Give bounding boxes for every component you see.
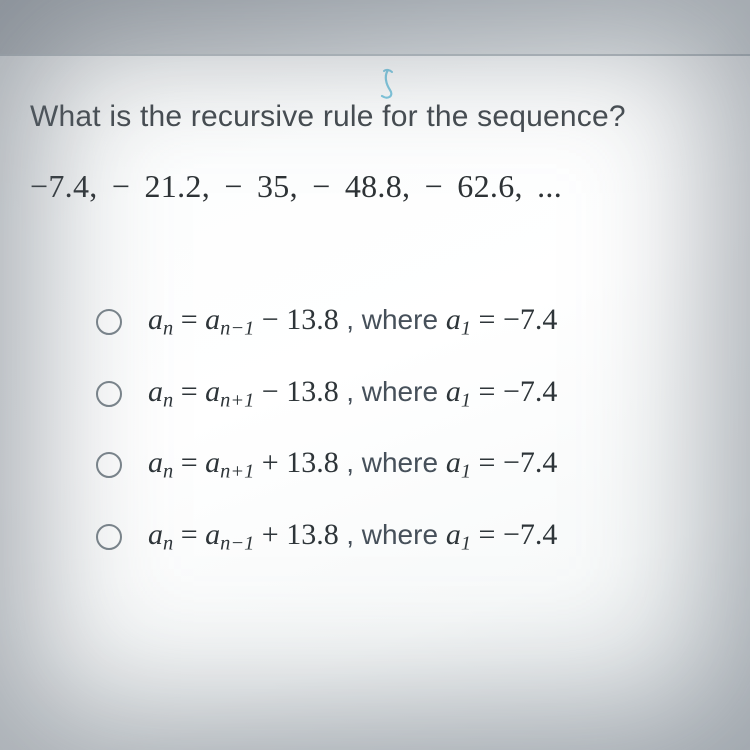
option-a[interactable]: an = an−1 − 13.8 , where a1 = −7.4 [96, 303, 720, 341]
option-b[interactable]: an = an+1 − 13.8 , where a1 = −7.4 [96, 375, 720, 413]
sequence-term: − 62.6, ... [425, 168, 562, 204]
question-card: What is the recursive rule for the seque… [0, 54, 750, 750]
sequence-term: − 48.8, [312, 168, 410, 204]
option-formula: an = an−1 + 13.8 , where a1 = −7.4 [148, 518, 557, 556]
option-formula: an = an+1 + 13.8 , where a1 = −7.4 [148, 446, 557, 484]
sequence-display: −7.4, − 21.2, − 35, − 48.8, − 62.6, ... [30, 168, 720, 205]
radio-icon[interactable] [96, 524, 122, 550]
sequence-term: − 21.2, [112, 168, 210, 204]
options-list: an = an−1 − 13.8 , where a1 = −7.4 an = … [30, 303, 720, 556]
radio-icon[interactable] [96, 381, 122, 407]
sequence-term: − 35, [224, 168, 298, 204]
question-text: What is the recursive rule for the seque… [30, 100, 720, 134]
option-formula: an = an−1 − 13.8 , where a1 = −7.4 [148, 303, 557, 341]
option-d[interactable]: an = an−1 + 13.8 , where a1 = −7.4 [96, 518, 720, 556]
option-formula: an = an+1 − 13.8 , where a1 = −7.4 [148, 375, 557, 413]
radio-icon[interactable] [96, 309, 122, 335]
sequence-term: −7.4, [30, 168, 98, 204]
option-c[interactable]: an = an+1 + 13.8 , where a1 = −7.4 [96, 446, 720, 484]
radio-icon[interactable] [96, 452, 122, 478]
